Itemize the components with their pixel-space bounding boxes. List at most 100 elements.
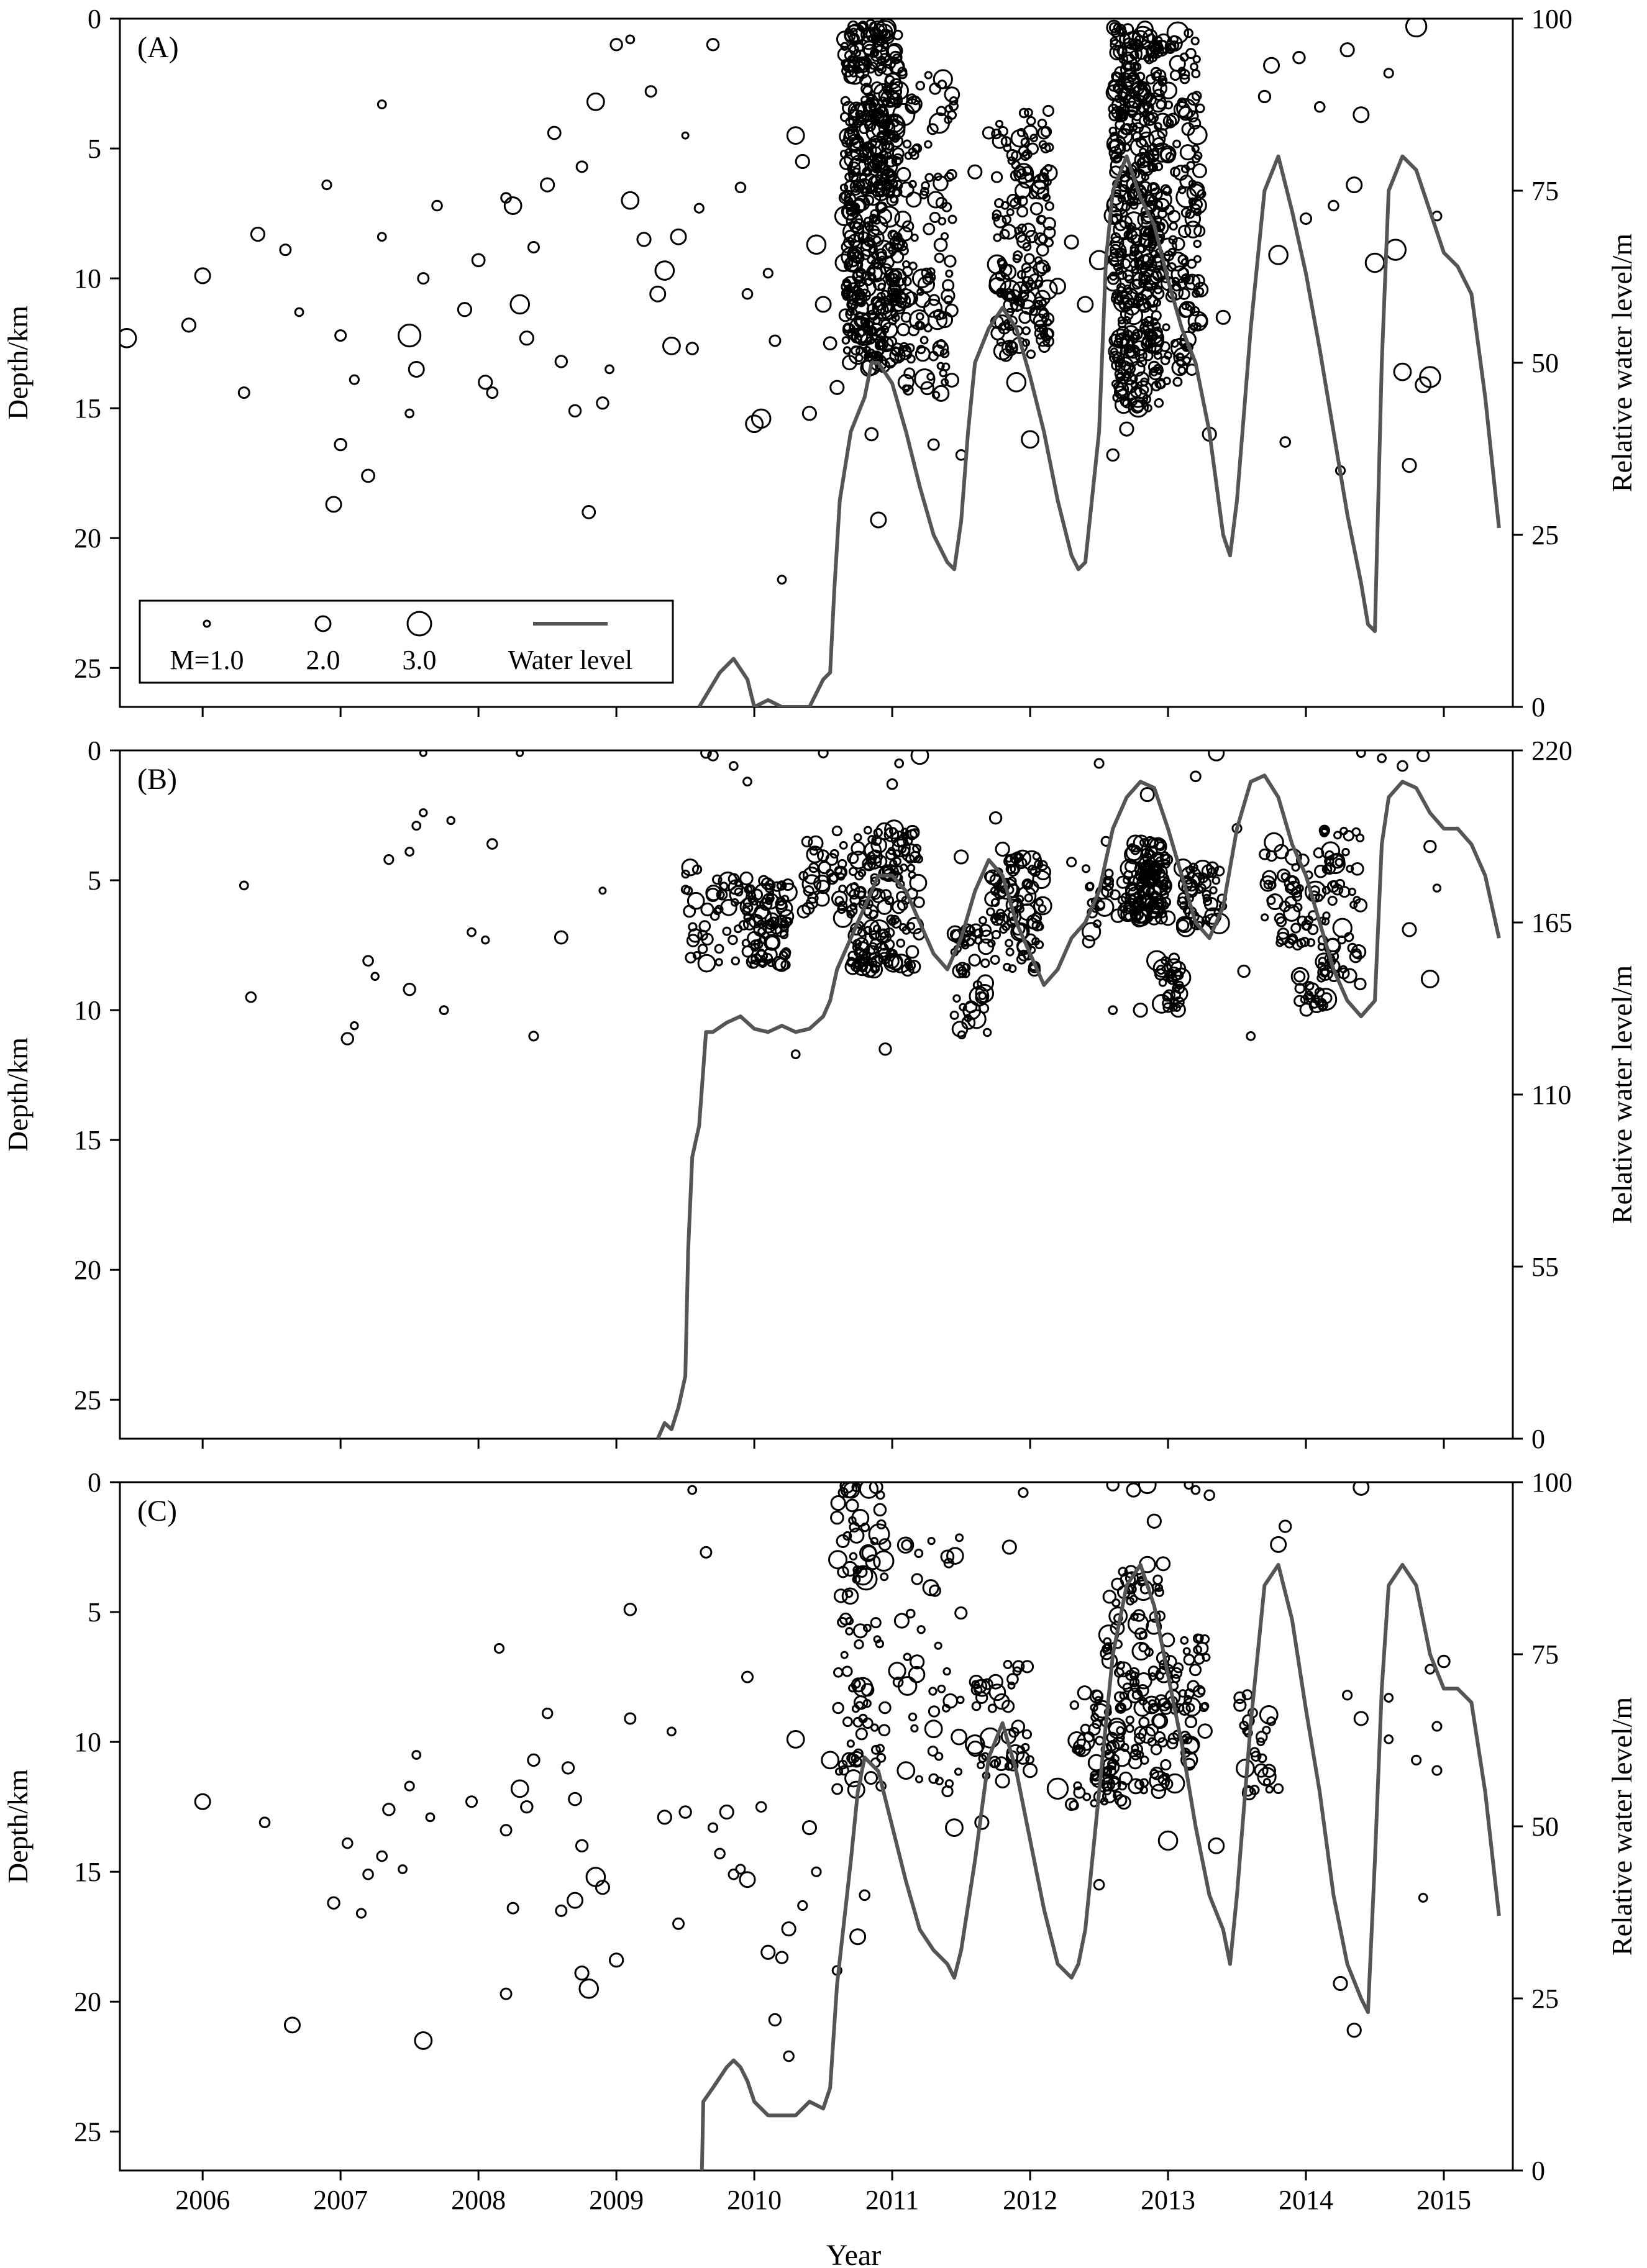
event-marker (1169, 70, 1181, 81)
event-marker (897, 1676, 918, 1696)
event-marker (944, 255, 957, 268)
event-marker (915, 81, 926, 91)
event-marker (578, 1979, 600, 1999)
depth-tick-label: 10 (74, 1727, 101, 1757)
x-tick-label: 2009 (589, 2185, 644, 2215)
event-marker (1034, 940, 1044, 950)
event-marker (1134, 258, 1143, 267)
event-marker (1350, 862, 1364, 876)
event-marker (857, 868, 867, 878)
event-marker (857, 927, 867, 937)
event-marker (855, 1728, 868, 1741)
event-marker (1134, 152, 1151, 168)
event-marker (801, 836, 813, 848)
legend-label: Water level (508, 645, 632, 675)
event-marker (680, 885, 691, 895)
event-marker (541, 1707, 554, 1719)
event-marker (568, 1792, 582, 1806)
event-marker (1107, 273, 1120, 285)
event-marker (1132, 873, 1150, 890)
event-marker (503, 196, 522, 215)
event-marker (700, 902, 714, 917)
event-marker (1126, 224, 1136, 234)
event-marker (1293, 970, 1306, 983)
event-marker (888, 917, 897, 926)
event-marker (672, 1917, 685, 1930)
event-marker (979, 924, 992, 937)
event-marker (1145, 1723, 1159, 1737)
event-marker (1143, 316, 1154, 327)
depth-tick-label: 20 (74, 523, 101, 553)
event-marker (1131, 1641, 1151, 1661)
event-marker (1190, 198, 1203, 211)
event-marker (742, 776, 752, 787)
event-marker (741, 288, 754, 300)
event-marker (818, 750, 829, 758)
event-marker (1411, 1754, 1422, 1765)
event-marker (120, 327, 137, 348)
event-marker (873, 827, 883, 838)
event-marker (831, 826, 842, 837)
event-marker (988, 811, 1003, 825)
event-marker (890, 346, 900, 355)
event-marker (1339, 826, 1348, 836)
event-marker (915, 312, 924, 321)
event-marker (398, 323, 422, 348)
legend-marker (406, 611, 432, 637)
event-marker (833, 1667, 844, 1678)
event-marker (1431, 1721, 1443, 1732)
event-marker (852, 1716, 864, 1728)
event-marker (911, 1573, 923, 1585)
event-marker (849, 317, 869, 338)
event-marker (928, 1687, 938, 1696)
event-marker (1402, 458, 1417, 473)
event-marker (870, 1723, 879, 1732)
event-marker (1129, 278, 1146, 295)
event-marker (1033, 896, 1052, 916)
event-marker (995, 1773, 1010, 1788)
event-marker (1179, 175, 1193, 189)
event-marker (1114, 369, 1124, 379)
depth-tick-label: 25 (74, 1385, 101, 1415)
event-marker (1200, 1634, 1210, 1644)
event-marker (875, 61, 885, 71)
event-marker (990, 898, 1000, 907)
event-marker (1250, 1751, 1262, 1762)
event-marker (1178, 1703, 1191, 1716)
panel-a: 0 5 10 15 20 25 0 25 50 75 100 Depth/km Relative wat… (2, 4, 1638, 722)
event-marker (944, 86, 960, 103)
event-marker (1178, 106, 1193, 121)
event-marker (1152, 1574, 1163, 1585)
event-marker (850, 882, 859, 891)
event-marker (327, 1896, 340, 1910)
event-marker (856, 1566, 868, 1578)
event-marker (874, 855, 888, 868)
event-marker (933, 69, 953, 89)
event-marker (1150, 1743, 1162, 1756)
event-marker (892, 849, 901, 858)
event-marker (419, 808, 428, 817)
event-marker (852, 939, 862, 949)
event-marker (854, 328, 872, 346)
event-marker (1190, 62, 1198, 71)
event-marker (1133, 1733, 1146, 1745)
event-marker (1127, 1687, 1143, 1704)
event-marker (714, 944, 724, 954)
event-marker (855, 110, 865, 120)
event-marker (864, 427, 879, 442)
event-marker (997, 912, 1006, 921)
event-marker (841, 1665, 853, 1677)
event-marker (554, 355, 568, 368)
event-marker (765, 935, 780, 950)
event-marker (875, 19, 897, 39)
event-marker (932, 344, 945, 357)
event-marker (1020, 281, 1033, 294)
event-marker (1151, 310, 1162, 321)
event-marker (975, 1691, 988, 1705)
event-marker (849, 850, 868, 870)
event-marker (999, 348, 1013, 362)
event-marker (1013, 250, 1023, 261)
event-marker (888, 1662, 906, 1680)
event-marker (985, 869, 1001, 885)
event-marker (1093, 1700, 1112, 1719)
